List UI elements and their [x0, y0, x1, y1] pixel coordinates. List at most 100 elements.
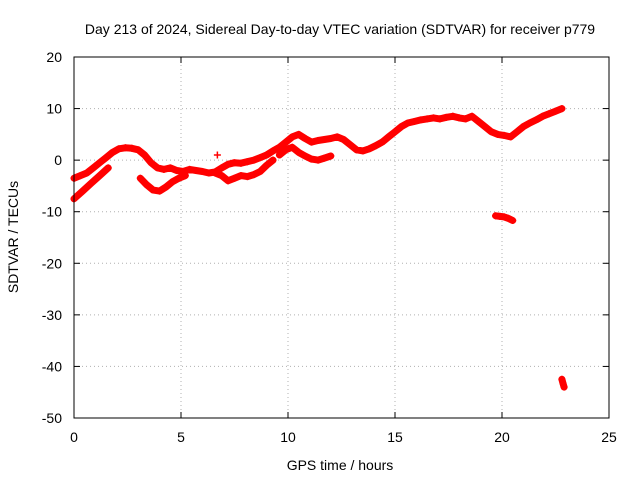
- y-tick-label: -30: [42, 307, 62, 323]
- data-point: [559, 379, 567, 387]
- data-point: [211, 169, 219, 177]
- data-point: [359, 147, 367, 155]
- data-point: [250, 171, 258, 179]
- data-point: [109, 148, 117, 156]
- data-point: [263, 151, 271, 159]
- data-point: [442, 113, 450, 121]
- data-point: [275, 151, 283, 159]
- y-tick-label: 10: [46, 101, 62, 117]
- y-tick-label: -10: [42, 204, 62, 220]
- data-point: [96, 159, 104, 167]
- grid: [74, 57, 609, 418]
- data-point: [352, 146, 360, 154]
- data-point: [500, 213, 508, 221]
- series-main-track: [70, 105, 566, 182]
- data-point: [147, 159, 155, 167]
- data-point: [173, 166, 181, 174]
- data-point: [327, 152, 335, 160]
- data-point: [301, 134, 309, 142]
- data-point: [269, 156, 277, 164]
- data-point: [378, 138, 386, 146]
- data-point: [455, 114, 463, 122]
- x-axis-label: GPS time / hours: [287, 457, 394, 473]
- data-point: [156, 187, 164, 195]
- chart-title: Day 213 of 2024, Sidereal Day-to-day VTE…: [85, 21, 595, 37]
- data-point: [89, 164, 97, 172]
- y-tick-label: 20: [46, 49, 62, 65]
- series-lower-branch-c: [211, 156, 277, 185]
- data-point: [149, 186, 157, 194]
- data-point: [545, 110, 553, 118]
- data-point: [532, 116, 540, 124]
- data-point: [314, 137, 322, 145]
- data-point: [308, 138, 316, 146]
- data-point: [509, 216, 517, 224]
- data-point: [397, 123, 405, 131]
- data-point: [288, 133, 296, 141]
- data-point: [153, 164, 161, 172]
- data-point: [295, 130, 303, 138]
- x-tick-label: 20: [494, 429, 510, 445]
- data-point: [218, 172, 226, 180]
- data-point: [468, 112, 476, 120]
- data-point: [231, 159, 238, 167]
- data-point: [430, 114, 438, 122]
- data-point: [391, 128, 399, 136]
- data-point: [141, 151, 149, 159]
- data-point: [474, 117, 482, 125]
- data-point: [128, 144, 136, 152]
- data-point: [166, 164, 174, 172]
- data-point: [288, 143, 296, 151]
- series-outlier-cluster-b: [558, 375, 568, 391]
- data-point: [213, 151, 221, 159]
- data-point: [423, 115, 431, 123]
- data-point: [198, 167, 206, 175]
- data-point: [462, 115, 470, 123]
- data-point: [237, 159, 245, 167]
- y-tick-label: 0: [54, 152, 62, 168]
- data-point: [275, 143, 283, 151]
- data-point: [243, 158, 251, 166]
- x-tick-label: 10: [280, 429, 296, 445]
- data-point: [385, 133, 393, 141]
- axis-ticks: [73, 56, 610, 419]
- y-tick-label: -20: [42, 255, 62, 271]
- y-axis-label: SDTVAR / TECUs: [5, 181, 21, 293]
- data-point: [96, 172, 104, 180]
- data-point: [314, 156, 322, 164]
- data-point: [404, 119, 412, 127]
- data-point: [487, 128, 495, 136]
- data-point: [186, 165, 194, 173]
- data-point: [365, 145, 373, 153]
- y-tick-label: -40: [42, 358, 62, 374]
- data-point: [560, 383, 568, 391]
- data-point: [237, 172, 245, 180]
- data-point: [205, 169, 213, 177]
- data-point: [410, 117, 418, 125]
- data-point: [481, 123, 489, 131]
- series-isolated-point: [213, 151, 221, 159]
- data-point: [79, 187, 87, 195]
- data-point: [500, 131, 508, 139]
- data-point: [175, 174, 183, 182]
- data-point: [160, 165, 168, 173]
- data-point: [494, 130, 502, 138]
- data-point: [320, 154, 328, 162]
- data-point: [87, 179, 95, 187]
- y-tick-label: -50: [42, 410, 62, 426]
- x-tick-labels: 0 5 10 15 20 25: [70, 429, 617, 445]
- data-point: [519, 123, 527, 131]
- data-point: [218, 164, 226, 172]
- x-tick-label: 0: [70, 429, 78, 445]
- plot-frame: [73, 56, 610, 419]
- data-point: [115, 145, 123, 153]
- data-point: [526, 119, 534, 127]
- data-point: [136, 174, 144, 182]
- data-point: [104, 164, 112, 172]
- data-point: [143, 181, 151, 189]
- data-point: [449, 112, 457, 120]
- data-point: [558, 375, 566, 383]
- data-point: [346, 141, 354, 149]
- data-point: [162, 183, 170, 191]
